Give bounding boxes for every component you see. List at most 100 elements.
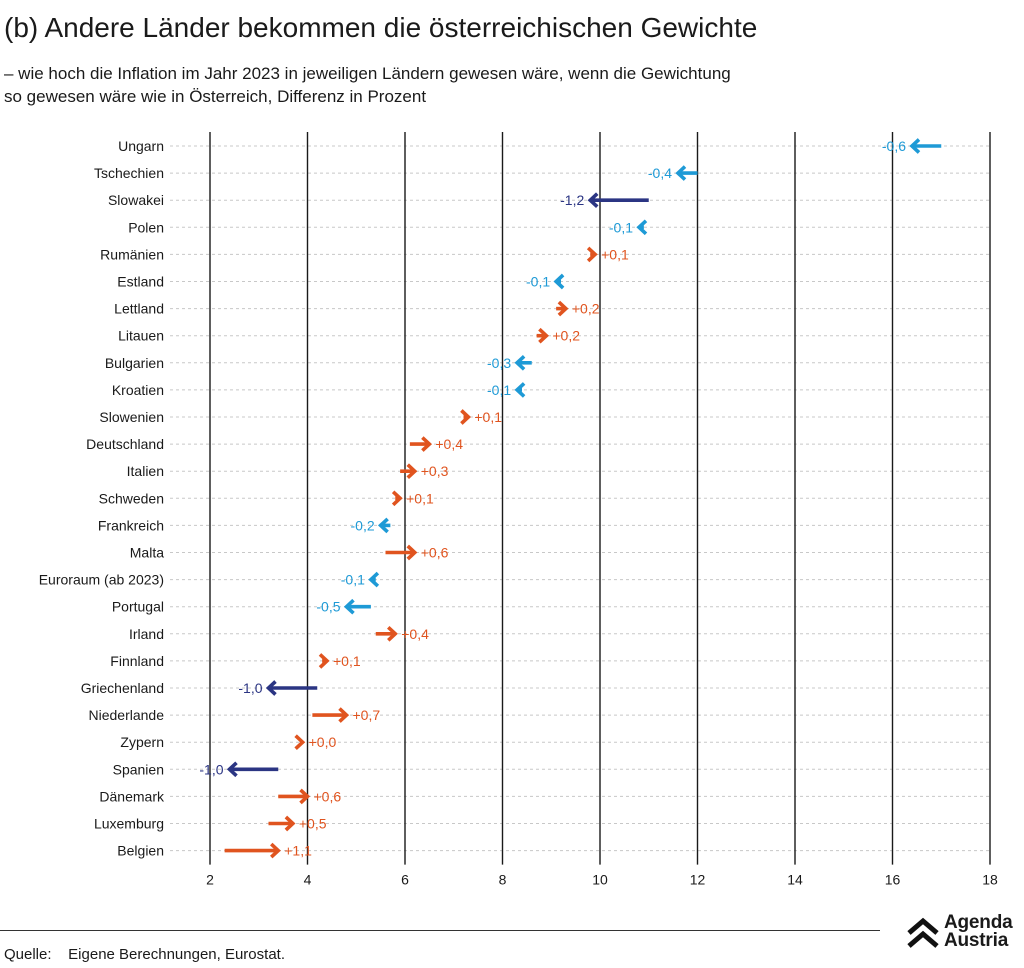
arrow-head bbox=[538, 327, 550, 344]
category-label: Polen bbox=[128, 219, 164, 235]
category-label: Zypern bbox=[120, 734, 164, 750]
arrow-head bbox=[270, 842, 281, 859]
data-label: +0,1 bbox=[333, 653, 361, 669]
chart-title: (b) Andere Länder bekommen die österreic… bbox=[4, 12, 758, 43]
arrow-head bbox=[299, 788, 311, 805]
data-label: -0,5 bbox=[316, 599, 340, 615]
data-label: -0,1 bbox=[609, 219, 633, 235]
data-label: +0,5 bbox=[299, 816, 327, 832]
data-label: +0,2 bbox=[552, 328, 580, 344]
category-label: Luxemburg bbox=[94, 816, 164, 832]
category-label: Frankreich bbox=[98, 517, 164, 533]
data-label: -0,1 bbox=[526, 274, 550, 290]
arrow-head bbox=[421, 436, 433, 452]
arrow-head bbox=[406, 544, 418, 561]
data-label: +0,2 bbox=[572, 301, 600, 317]
data-label: +0,4 bbox=[401, 626, 429, 642]
category-label: Estland bbox=[117, 274, 164, 290]
data-label: +0,6 bbox=[314, 788, 342, 804]
arrow-chart: 2 4 6 8 10 12 14 16 18 Ungarn -0,6 Tschechien -0,4 Sl… bbox=[39, 132, 998, 888]
category-label: Dänemark bbox=[99, 788, 165, 804]
source-text: Eigene Berechnungen, Eurostat. bbox=[68, 946, 285, 963]
data-label: -0,4 bbox=[648, 165, 672, 181]
arrow-head bbox=[368, 571, 380, 588]
data-label: +0,1 bbox=[406, 490, 434, 506]
x-tick-label: 4 bbox=[304, 872, 312, 888]
data-label: +0,4 bbox=[435, 436, 463, 452]
x-tick-label: 2 bbox=[206, 872, 214, 888]
category-label: Niederlande bbox=[89, 707, 165, 723]
arrow-head bbox=[406, 463, 418, 480]
arrow-head bbox=[557, 300, 569, 317]
data-label: -0,1 bbox=[341, 572, 365, 588]
arrow-head bbox=[387, 625, 398, 642]
arrow-head bbox=[675, 165, 687, 181]
x-tick-label: 14 bbox=[787, 872, 803, 888]
arrow-head bbox=[514, 354, 526, 371]
arrow-head bbox=[318, 653, 330, 669]
category-label: Ungarn bbox=[118, 138, 164, 154]
x-tick-label: 8 bbox=[499, 872, 507, 888]
category-label: Portugal bbox=[112, 599, 164, 615]
source-note: Quelle: Eigene Berechnungen, Eurostat. bbox=[4, 946, 285, 963]
category-label: Bulgarien bbox=[105, 355, 164, 371]
x-tick-label: 12 bbox=[690, 872, 706, 888]
category-label: Irland bbox=[129, 626, 164, 642]
category-label: Finnland bbox=[110, 653, 164, 669]
x-tick-label: 10 bbox=[592, 872, 608, 888]
data-label: +1,1 bbox=[284, 843, 312, 859]
arrow-head bbox=[294, 734, 306, 751]
logo-line-1: Agenda bbox=[944, 912, 1013, 933]
arrow-head bbox=[636, 219, 648, 236]
subtitle-line-2: so gewesen wäre wie in Österreich, Diffe… bbox=[4, 87, 427, 106]
data-label: -1,0 bbox=[238, 680, 262, 696]
x-tick-label: 18 bbox=[982, 872, 998, 888]
category-label: Italien bbox=[127, 463, 164, 479]
category-label: Euroraum (ab 2023) bbox=[39, 572, 164, 588]
category-label: Spanien bbox=[113, 761, 164, 777]
x-tick-label: 6 bbox=[401, 872, 409, 888]
arrow-head bbox=[391, 490, 403, 507]
data-label: -0,6 bbox=[882, 138, 906, 154]
logo-line-2: Austria bbox=[944, 930, 1009, 951]
arrow-head bbox=[586, 246, 598, 263]
category-label: Belgien bbox=[117, 843, 164, 859]
arrow-head bbox=[514, 382, 526, 398]
footer-divider bbox=[0, 930, 880, 931]
arrow-head bbox=[343, 598, 355, 615]
category-label: Kroatien bbox=[112, 382, 164, 398]
arrow-head bbox=[909, 138, 921, 154]
data-label: -1,2 bbox=[560, 192, 584, 208]
data-label: -1,0 bbox=[199, 761, 223, 777]
data-label: +0,3 bbox=[421, 463, 449, 479]
arrow-head bbox=[377, 517, 389, 534]
category-label: Slowakei bbox=[108, 192, 164, 208]
category-label: Slowenien bbox=[99, 409, 164, 425]
chevron-up-icon bbox=[907, 917, 939, 948]
data-label: -0,2 bbox=[351, 517, 375, 533]
subtitle-line-1: – wie hoch die Inflation im Jahr 2023 in… bbox=[4, 64, 731, 83]
data-label: +0,7 bbox=[353, 707, 381, 723]
category-label: Tschechien bbox=[94, 165, 164, 181]
category-label: Griechenland bbox=[81, 680, 164, 696]
category-label: Litauen bbox=[118, 328, 164, 344]
data-label: +0,1 bbox=[474, 409, 502, 425]
category-label: Schweden bbox=[99, 490, 164, 506]
arrow-head bbox=[265, 680, 277, 696]
data-label: +0,1 bbox=[601, 246, 629, 262]
category-label: Lettland bbox=[114, 301, 164, 317]
data-label: -0,3 bbox=[487, 355, 511, 371]
arrow-head bbox=[338, 707, 350, 723]
data-label: +0,6 bbox=[421, 545, 449, 561]
arrow-head bbox=[226, 761, 238, 778]
data-label: +0,0 bbox=[309, 734, 337, 750]
arrow-head bbox=[587, 192, 599, 209]
data-label: -0,1 bbox=[487, 382, 511, 398]
arrow-head bbox=[284, 815, 296, 832]
category-label: Deutschland bbox=[86, 436, 164, 452]
agenda-austria-logo: Agenda Austria bbox=[906, 912, 1013, 951]
category-label: Malta bbox=[130, 545, 164, 561]
x-tick-label: 16 bbox=[885, 872, 901, 888]
category-label: Rumänien bbox=[100, 246, 164, 262]
arrow-head bbox=[553, 273, 565, 290]
